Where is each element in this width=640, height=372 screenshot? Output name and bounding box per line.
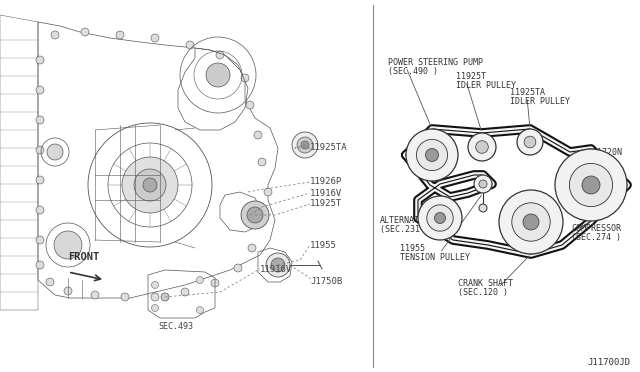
Circle shape [241, 201, 269, 229]
Circle shape [161, 293, 169, 301]
Circle shape [418, 196, 462, 240]
Text: 11916V: 11916V [310, 189, 342, 198]
Circle shape [36, 86, 44, 94]
Text: (SEC.490 ): (SEC.490 ) [388, 67, 438, 76]
Text: J1750B: J1750B [310, 278, 342, 286]
Circle shape [582, 176, 600, 194]
Text: CRANK SHAFT: CRANK SHAFT [458, 279, 513, 288]
Circle shape [523, 214, 539, 230]
Circle shape [297, 137, 313, 153]
Circle shape [427, 205, 453, 231]
Circle shape [196, 276, 204, 283]
Circle shape [36, 206, 44, 214]
Circle shape [152, 282, 159, 289]
Circle shape [426, 148, 438, 161]
Circle shape [151, 34, 159, 42]
Circle shape [81, 28, 89, 36]
Text: (SEC.231 ): (SEC.231 ) [380, 225, 430, 234]
Circle shape [479, 204, 487, 212]
Circle shape [143, 178, 157, 192]
Text: -11720N: -11720N [588, 148, 623, 157]
Circle shape [499, 190, 563, 254]
Circle shape [246, 101, 254, 109]
Circle shape [54, 231, 82, 259]
Text: ALTERNATOR: ALTERNATOR [380, 216, 430, 225]
Circle shape [254, 131, 262, 139]
Circle shape [64, 287, 72, 295]
Circle shape [512, 203, 550, 241]
Circle shape [116, 31, 124, 39]
Circle shape [258, 158, 266, 166]
Circle shape [517, 129, 543, 155]
Text: COMPRESSOR: COMPRESSOR [571, 224, 621, 233]
Circle shape [247, 207, 263, 223]
Circle shape [196, 307, 204, 314]
Text: 11955: 11955 [400, 244, 425, 253]
Circle shape [186, 41, 194, 49]
Circle shape [234, 264, 242, 272]
Circle shape [91, 291, 99, 299]
Circle shape [151, 293, 159, 301]
Circle shape [47, 144, 63, 160]
Circle shape [271, 258, 285, 272]
Circle shape [36, 146, 44, 154]
Circle shape [216, 51, 224, 59]
Text: IDLER PULLEY: IDLER PULLEY [456, 81, 516, 90]
Text: TENSION PULLEY: TENSION PULLEY [400, 253, 470, 262]
Circle shape [206, 63, 230, 87]
Text: 11925T: 11925T [310, 199, 342, 208]
Circle shape [36, 236, 44, 244]
Circle shape [36, 176, 44, 184]
Circle shape [292, 132, 318, 158]
Circle shape [417, 140, 447, 171]
Circle shape [51, 31, 59, 39]
Text: 11926P: 11926P [310, 177, 342, 186]
Text: SEC.493: SEC.493 [159, 322, 193, 331]
Text: (SEC.274 ): (SEC.274 ) [571, 233, 621, 242]
Circle shape [266, 253, 290, 277]
Text: J11700JD: J11700JD [587, 358, 630, 367]
Circle shape [181, 288, 189, 296]
Circle shape [36, 261, 44, 269]
Circle shape [301, 141, 309, 149]
Text: FRONT: FRONT [68, 252, 99, 262]
Circle shape [435, 212, 445, 224]
Text: (SEC.120 ): (SEC.120 ) [458, 288, 508, 297]
Circle shape [248, 244, 256, 252]
Text: 11955: 11955 [310, 241, 337, 250]
Circle shape [468, 133, 496, 161]
Text: 11925TA: 11925TA [510, 88, 545, 97]
Text: 11925TA: 11925TA [310, 144, 348, 153]
Circle shape [258, 216, 266, 224]
Text: 11925T: 11925T [456, 72, 486, 81]
Circle shape [121, 293, 129, 301]
Circle shape [46, 278, 54, 286]
Text: IDLER PULLEY: IDLER PULLEY [510, 97, 570, 106]
Circle shape [152, 305, 159, 311]
Circle shape [134, 169, 166, 201]
Circle shape [474, 175, 492, 193]
Circle shape [476, 141, 488, 153]
Circle shape [406, 129, 458, 181]
Text: POWER STEERING PUMP: POWER STEERING PUMP [388, 58, 483, 67]
Circle shape [264, 188, 272, 196]
Circle shape [241, 74, 249, 82]
Text: 11916V: 11916V [260, 264, 292, 273]
Circle shape [36, 116, 44, 124]
Circle shape [211, 279, 219, 287]
Circle shape [555, 149, 627, 221]
Circle shape [479, 180, 487, 188]
Circle shape [36, 56, 44, 64]
Circle shape [122, 157, 178, 213]
Circle shape [524, 136, 536, 148]
Circle shape [570, 163, 612, 206]
